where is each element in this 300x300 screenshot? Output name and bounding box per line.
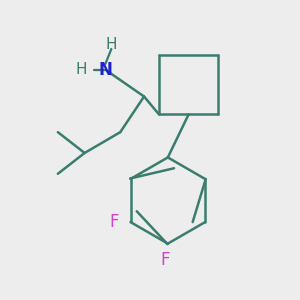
Text: H: H	[76, 62, 87, 77]
Text: H: H	[106, 37, 117, 52]
Text: N: N	[98, 61, 112, 79]
Text: F: F	[160, 251, 170, 269]
Text: F: F	[110, 213, 119, 231]
